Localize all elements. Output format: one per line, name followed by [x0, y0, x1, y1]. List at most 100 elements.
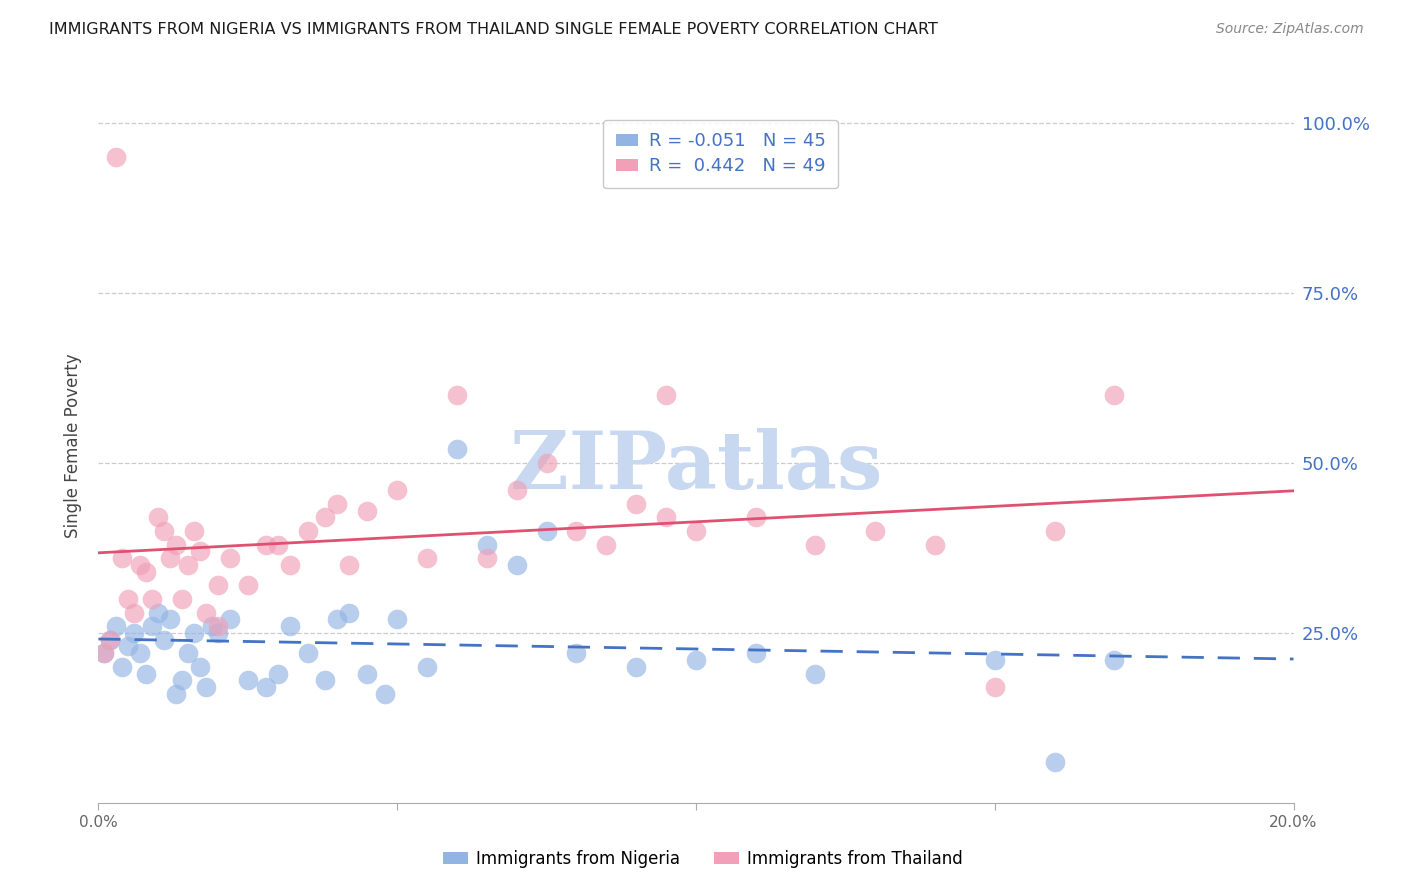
- Point: [98, 632, 122, 647]
- Point: [159, 612, 181, 626]
- Point: [297, 524, 319, 538]
- Point: [153, 524, 176, 538]
- Point: [153, 632, 176, 647]
- Point: [278, 558, 301, 572]
- Point: [93, 646, 115, 660]
- Point: [141, 619, 163, 633]
- Point: [655, 510, 678, 524]
- Point: [565, 646, 588, 660]
- Point: [655, 388, 678, 402]
- Point: [475, 537, 498, 551]
- Point: [1043, 524, 1066, 538]
- Point: [506, 558, 529, 572]
- Point: [446, 442, 468, 457]
- Point: [124, 606, 146, 620]
- Point: [278, 619, 301, 633]
- Point: [201, 619, 224, 633]
- Point: [339, 558, 361, 572]
- Point: [506, 483, 529, 498]
- Point: [416, 551, 439, 566]
- Point: [565, 524, 588, 538]
- Point: [804, 666, 827, 681]
- Point: [685, 653, 707, 667]
- Point: [339, 606, 361, 620]
- Point: [745, 510, 768, 524]
- Point: [254, 680, 277, 694]
- Point: [267, 666, 290, 681]
- Point: [93, 646, 115, 660]
- Point: [195, 680, 218, 694]
- Point: [117, 640, 139, 654]
- Point: [626, 660, 648, 674]
- Point: [195, 606, 218, 620]
- Point: [135, 565, 157, 579]
- Point: [475, 551, 498, 566]
- Point: [385, 612, 409, 626]
- Point: [374, 687, 396, 701]
- Point: [745, 646, 768, 660]
- Point: [267, 537, 290, 551]
- Point: [1043, 755, 1066, 769]
- Legend: R = -0.051   N = 45, R =  0.442   N = 49: R = -0.051 N = 45, R = 0.442 N = 49: [603, 120, 838, 188]
- Point: [148, 606, 170, 620]
- Point: [315, 510, 337, 524]
- Text: IMMIGRANTS FROM NIGERIA VS IMMIGRANTS FROM THAILAND SINGLE FEMALE POVERTY CORREL: IMMIGRANTS FROM NIGERIA VS IMMIGRANTS FR…: [49, 22, 938, 37]
- Point: [219, 551, 242, 566]
- Point: [172, 591, 194, 606]
- Point: [297, 646, 319, 660]
- Point: [165, 687, 187, 701]
- Point: [135, 666, 157, 681]
- Text: Source: ZipAtlas.com: Source: ZipAtlas.com: [1216, 22, 1364, 37]
- Point: [129, 558, 152, 572]
- Point: [177, 558, 200, 572]
- Point: [188, 660, 211, 674]
- Point: [326, 497, 349, 511]
- Point: [188, 544, 211, 558]
- Point: [536, 524, 558, 538]
- Point: [207, 626, 229, 640]
- Point: [984, 653, 1007, 667]
- Point: [159, 551, 181, 566]
- Point: [105, 150, 128, 164]
- Point: [183, 524, 205, 538]
- Point: [685, 524, 707, 538]
- Point: [865, 524, 887, 538]
- Point: [385, 483, 409, 498]
- Point: [124, 626, 146, 640]
- Point: [177, 646, 200, 660]
- Point: [804, 537, 827, 551]
- Point: [1104, 388, 1126, 402]
- Point: [219, 612, 242, 626]
- Point: [129, 646, 152, 660]
- Point: [105, 619, 128, 633]
- Point: [236, 578, 259, 592]
- Point: [172, 673, 194, 688]
- Point: [148, 510, 170, 524]
- Point: [207, 619, 229, 633]
- Point: [111, 660, 134, 674]
- Point: [1104, 653, 1126, 667]
- Point: [98, 632, 122, 647]
- Y-axis label: Single Female Poverty: Single Female Poverty: [63, 354, 82, 538]
- Point: [356, 666, 378, 681]
- Point: [315, 673, 337, 688]
- Point: [141, 591, 163, 606]
- Legend: Immigrants from Nigeria, Immigrants from Thailand: Immigrants from Nigeria, Immigrants from…: [436, 844, 970, 875]
- Point: [536, 456, 558, 470]
- Point: [111, 551, 134, 566]
- Point: [117, 591, 139, 606]
- Text: ZIPatlas: ZIPatlas: [510, 428, 882, 507]
- Point: [984, 680, 1007, 694]
- Point: [924, 537, 946, 551]
- Point: [595, 537, 617, 551]
- Point: [626, 497, 648, 511]
- Point: [446, 388, 468, 402]
- Point: [254, 537, 277, 551]
- Point: [165, 537, 187, 551]
- Point: [183, 626, 205, 640]
- Point: [326, 612, 349, 626]
- Point: [207, 578, 229, 592]
- Point: [356, 503, 378, 517]
- Point: [236, 673, 259, 688]
- Point: [416, 660, 439, 674]
